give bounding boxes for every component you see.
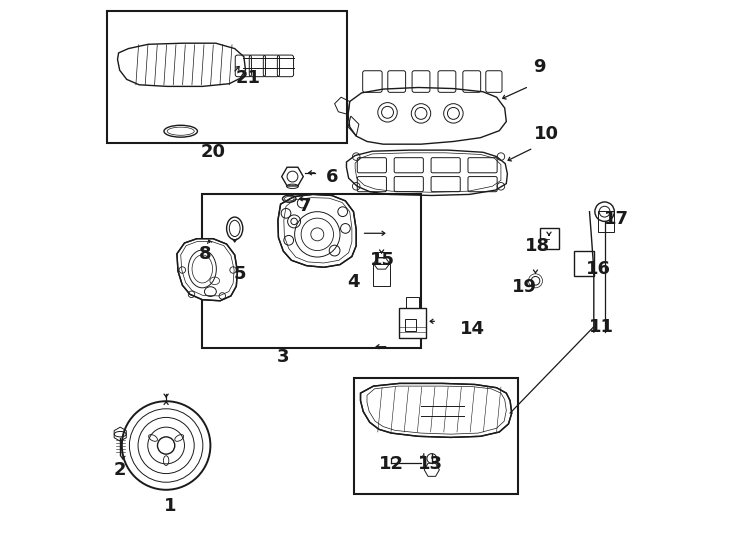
Text: 9: 9 xyxy=(534,58,546,77)
Text: 16: 16 xyxy=(586,260,611,278)
Bar xyxy=(399,308,426,338)
Text: 14: 14 xyxy=(459,320,484,339)
Text: 3: 3 xyxy=(277,348,289,367)
Bar xyxy=(406,297,419,308)
Text: 21: 21 xyxy=(236,69,261,87)
Text: 18: 18 xyxy=(525,237,550,255)
Text: 6: 6 xyxy=(326,168,338,186)
Polygon shape xyxy=(177,239,237,301)
Text: 10: 10 xyxy=(534,125,559,143)
Bar xyxy=(539,228,559,249)
Text: 17: 17 xyxy=(604,210,629,228)
Bar xyxy=(354,378,518,494)
Text: 15: 15 xyxy=(370,251,395,269)
Bar xyxy=(574,251,595,276)
Text: 12: 12 xyxy=(379,455,404,474)
Text: 5: 5 xyxy=(234,265,247,284)
Bar xyxy=(598,211,614,232)
Text: 7: 7 xyxy=(299,197,311,215)
Text: 13: 13 xyxy=(418,455,443,474)
Text: 11: 11 xyxy=(589,318,614,336)
Text: 19: 19 xyxy=(512,278,537,296)
Bar xyxy=(374,264,390,286)
Text: 1: 1 xyxy=(164,497,176,515)
Bar xyxy=(404,319,415,331)
Polygon shape xyxy=(278,194,356,267)
Text: 8: 8 xyxy=(199,245,211,263)
Bar xyxy=(106,11,347,143)
Text: 20: 20 xyxy=(200,143,225,161)
Text: 4: 4 xyxy=(347,273,360,291)
Bar xyxy=(378,252,385,257)
Bar xyxy=(203,194,421,348)
Text: 2: 2 xyxy=(114,461,126,479)
Polygon shape xyxy=(360,383,512,437)
